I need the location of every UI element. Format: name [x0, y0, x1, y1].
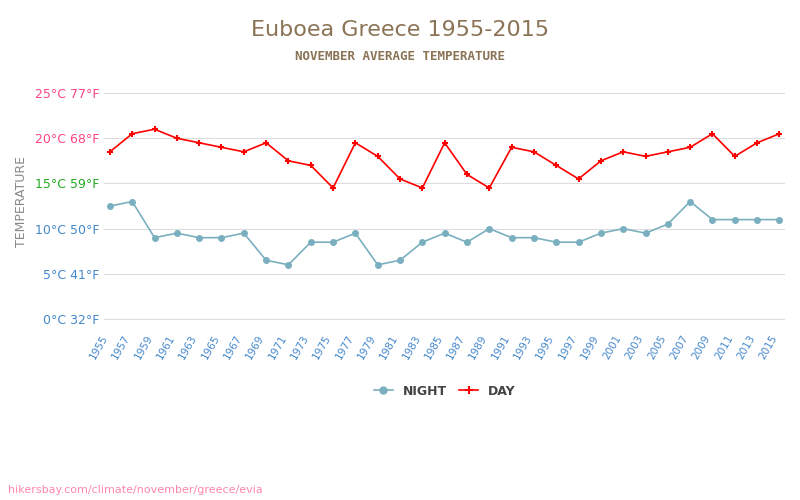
- Text: NOVEMBER AVERAGE TEMPERATURE: NOVEMBER AVERAGE TEMPERATURE: [295, 50, 505, 63]
- Text: Euboea Greece 1955-2015: Euboea Greece 1955-2015: [251, 20, 549, 40]
- Text: hikersbay.com/climate/november/greece/evia: hikersbay.com/climate/november/greece/ev…: [8, 485, 262, 495]
- Y-axis label: TEMPERATURE: TEMPERATURE: [15, 156, 28, 247]
- Legend: NIGHT, DAY: NIGHT, DAY: [369, 380, 521, 403]
